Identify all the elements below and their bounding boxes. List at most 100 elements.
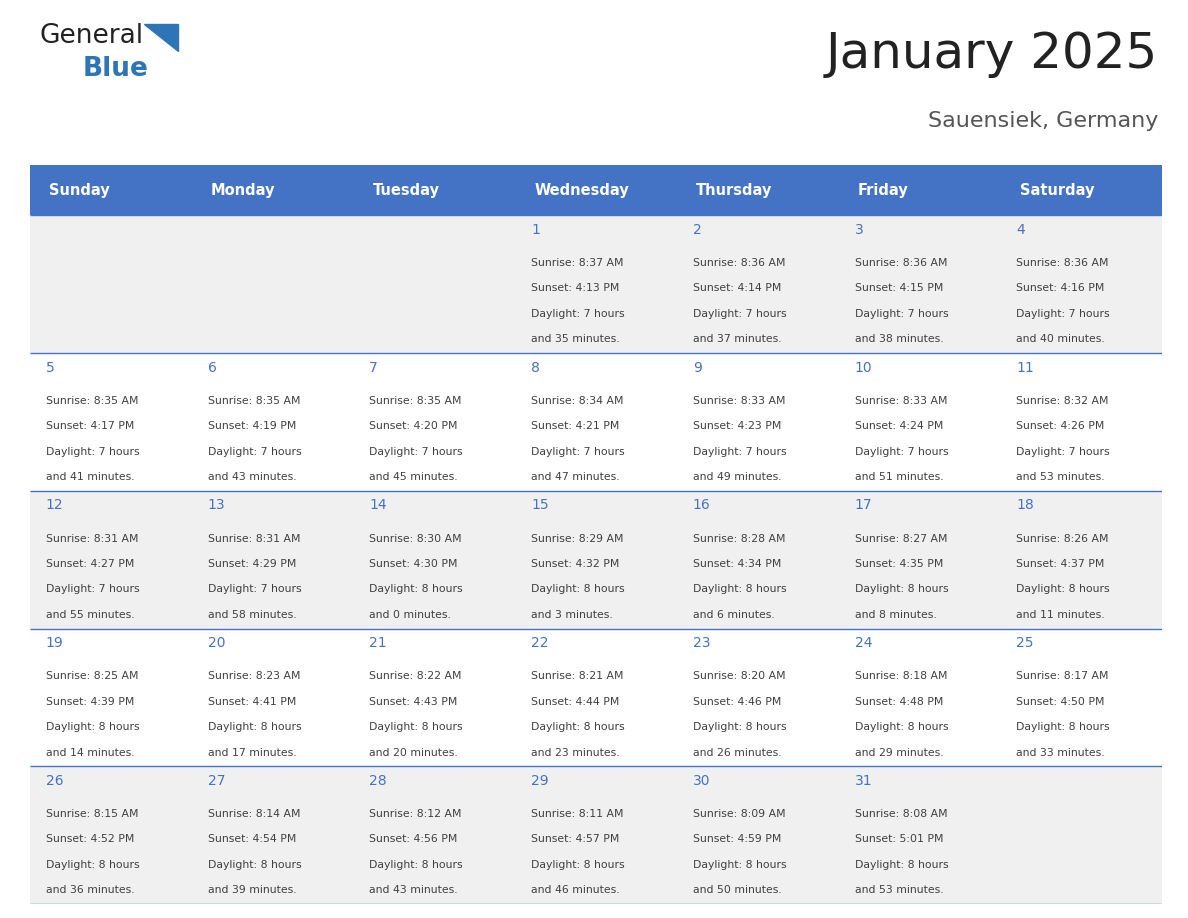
Text: Sunrise: 8:30 AM: Sunrise: 8:30 AM [369,533,462,543]
Text: Sunset: 4:17 PM: Sunset: 4:17 PM [46,421,134,431]
Text: Monday: Monday [210,183,276,198]
Text: Sunrise: 8:31 AM: Sunrise: 8:31 AM [208,533,301,543]
Text: 22: 22 [531,636,549,650]
Text: Saturday: Saturday [1019,183,1094,198]
Text: 16: 16 [693,498,710,512]
Text: Daylight: 8 hours: Daylight: 8 hours [531,860,625,870]
Text: Sunset: 4:19 PM: Sunset: 4:19 PM [208,421,296,431]
Text: and 58 minutes.: and 58 minutes. [208,610,296,620]
Text: Sunrise: 8:12 AM: Sunrise: 8:12 AM [369,809,462,819]
Text: Sunrise: 8:32 AM: Sunrise: 8:32 AM [1016,396,1108,406]
Text: 10: 10 [854,361,872,375]
Text: 9: 9 [693,361,702,375]
Text: and 14 minutes.: and 14 minutes. [46,747,134,757]
Text: Sunset: 4:14 PM: Sunset: 4:14 PM [693,284,782,294]
Text: and 20 minutes.: and 20 minutes. [369,747,459,757]
Text: and 6 minutes.: and 6 minutes. [693,610,775,620]
Text: 8: 8 [531,361,541,375]
Text: Sunrise: 8:23 AM: Sunrise: 8:23 AM [208,671,301,681]
Text: Sunset: 4:29 PM: Sunset: 4:29 PM [208,559,296,569]
Text: 29: 29 [531,774,549,788]
Text: Sunrise: 8:11 AM: Sunrise: 8:11 AM [531,809,624,819]
Text: 31: 31 [854,774,872,788]
Text: Daylight: 8 hours: Daylight: 8 hours [369,585,463,595]
Text: Sunrise: 8:33 AM: Sunrise: 8:33 AM [693,396,785,406]
Bar [30,353,1162,491]
Text: 6: 6 [208,361,216,375]
Text: Sunrise: 8:09 AM: Sunrise: 8:09 AM [693,809,785,819]
Text: Daylight: 8 hours: Daylight: 8 hours [1016,722,1110,733]
Text: Sunset: 4:37 PM: Sunset: 4:37 PM [1016,559,1105,569]
Text: 30: 30 [693,774,710,788]
Bar [30,216,1162,353]
Text: Sunrise: 8:28 AM: Sunrise: 8:28 AM [693,533,785,543]
Text: and 29 minutes.: and 29 minutes. [854,747,943,757]
Text: Daylight: 7 hours: Daylight: 7 hours [208,447,302,457]
Text: Sunset: 4:15 PM: Sunset: 4:15 PM [854,284,943,294]
Text: Daylight: 7 hours: Daylight: 7 hours [1016,309,1110,319]
Text: Tuesday: Tuesday [373,183,440,198]
Text: Daylight: 7 hours: Daylight: 7 hours [531,447,625,457]
Text: Sunset: 4:24 PM: Sunset: 4:24 PM [854,421,943,431]
Bar [30,629,1162,767]
Text: Sunset: 4:57 PM: Sunset: 4:57 PM [531,834,619,845]
Text: Sunset: 4:44 PM: Sunset: 4:44 PM [531,697,619,707]
Text: Sunrise: 8:35 AM: Sunrise: 8:35 AM [208,396,301,406]
Text: Sunset: 4:48 PM: Sunset: 4:48 PM [854,697,943,707]
Text: and 38 minutes.: and 38 minutes. [854,334,943,344]
Text: 1: 1 [531,223,541,237]
Text: Sunset: 4:39 PM: Sunset: 4:39 PM [46,697,134,707]
Text: Sunrise: 8:36 AM: Sunrise: 8:36 AM [1016,258,1108,268]
Text: 23: 23 [693,636,710,650]
Text: 14: 14 [369,498,387,512]
Text: General: General [39,23,144,50]
Text: Sunrise: 8:37 AM: Sunrise: 8:37 AM [531,258,624,268]
Text: Sunrise: 8:31 AM: Sunrise: 8:31 AM [46,533,138,543]
Text: and 39 minutes.: and 39 minutes. [208,886,296,895]
Text: 19: 19 [46,636,64,650]
Text: Daylight: 7 hours: Daylight: 7 hours [854,309,948,319]
Text: and 45 minutes.: and 45 minutes. [369,472,459,482]
Text: 4: 4 [1016,223,1025,237]
Text: and 35 minutes.: and 35 minutes. [531,334,620,344]
Text: Sunset: 4:46 PM: Sunset: 4:46 PM [693,697,782,707]
Text: and 0 minutes.: and 0 minutes. [369,610,451,620]
Text: Daylight: 8 hours: Daylight: 8 hours [46,722,139,733]
Text: Wednesday: Wednesday [535,183,630,198]
Text: 20: 20 [208,636,225,650]
Text: Sauensiek, Germany: Sauensiek, Germany [928,111,1158,131]
Text: Sunset: 4:54 PM: Sunset: 4:54 PM [208,834,296,845]
Text: Sunrise: 8:29 AM: Sunrise: 8:29 AM [531,533,624,543]
Text: Sunrise: 8:08 AM: Sunrise: 8:08 AM [854,809,947,819]
Text: and 33 minutes.: and 33 minutes. [1016,747,1105,757]
Text: and 8 minutes.: and 8 minutes. [854,610,936,620]
Text: Daylight: 7 hours: Daylight: 7 hours [208,585,302,595]
Polygon shape [144,24,178,51]
Text: Daylight: 8 hours: Daylight: 8 hours [1016,585,1110,595]
Text: and 43 minutes.: and 43 minutes. [208,472,296,482]
Text: and 40 minutes.: and 40 minutes. [1016,334,1105,344]
Text: Sunset: 4:56 PM: Sunset: 4:56 PM [369,834,457,845]
Text: Sunset: 4:52 PM: Sunset: 4:52 PM [46,834,134,845]
Text: Blue: Blue [83,56,148,83]
Text: and 43 minutes.: and 43 minutes. [369,886,459,895]
Text: 26: 26 [46,774,63,788]
Text: and 17 minutes.: and 17 minutes. [208,747,296,757]
Text: Daylight: 7 hours: Daylight: 7 hours [854,447,948,457]
Text: Sunrise: 8:18 AM: Sunrise: 8:18 AM [854,671,947,681]
Text: Daylight: 8 hours: Daylight: 8 hours [693,585,786,595]
Text: Daylight: 8 hours: Daylight: 8 hours [854,860,948,870]
Text: Sunrise: 8:27 AM: Sunrise: 8:27 AM [854,533,947,543]
Text: Sunset: 4:26 PM: Sunset: 4:26 PM [1016,421,1105,431]
Text: 24: 24 [854,636,872,650]
Text: 13: 13 [208,498,226,512]
Text: Sunset: 4:27 PM: Sunset: 4:27 PM [46,559,134,569]
Text: Daylight: 7 hours: Daylight: 7 hours [531,309,625,319]
Text: Sunset: 4:34 PM: Sunset: 4:34 PM [693,559,782,569]
Text: Daylight: 7 hours: Daylight: 7 hours [693,309,786,319]
Text: and 49 minutes.: and 49 minutes. [693,472,782,482]
Text: and 26 minutes.: and 26 minutes. [693,747,782,757]
Text: and 50 minutes.: and 50 minutes. [693,886,782,895]
Bar [30,165,1162,216]
Text: January 2025: January 2025 [826,30,1158,78]
